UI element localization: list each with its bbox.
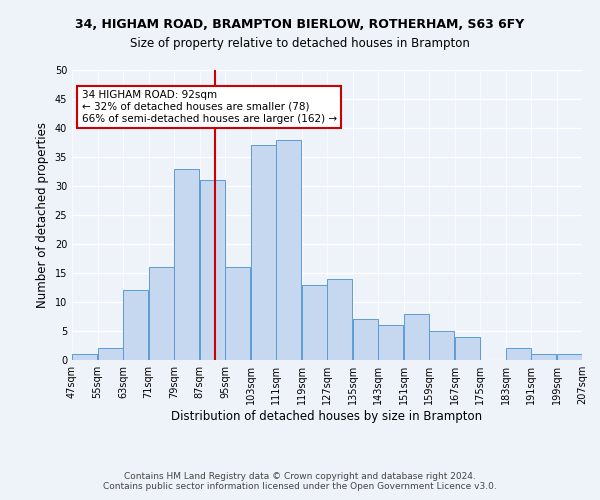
Text: 34, HIGHAM ROAD, BRAMPTON BIERLOW, ROTHERHAM, S63 6FY: 34, HIGHAM ROAD, BRAMPTON BIERLOW, ROTHE… bbox=[76, 18, 524, 30]
Bar bbox=[506, 348, 531, 360]
Text: Size of property relative to detached houses in Brampton: Size of property relative to detached ho… bbox=[130, 38, 470, 51]
Bar bbox=[251, 146, 276, 360]
Bar bbox=[531, 354, 556, 360]
Bar bbox=[404, 314, 429, 360]
Text: Contains HM Land Registry data © Crown copyright and database right 2024.: Contains HM Land Registry data © Crown c… bbox=[124, 472, 476, 481]
Bar bbox=[200, 180, 225, 360]
Bar bbox=[72, 354, 97, 360]
Bar bbox=[429, 331, 454, 360]
Bar bbox=[276, 140, 301, 360]
Bar bbox=[378, 325, 403, 360]
Bar bbox=[327, 279, 352, 360]
Bar bbox=[149, 267, 174, 360]
Y-axis label: Number of detached properties: Number of detached properties bbox=[36, 122, 49, 308]
Bar bbox=[455, 337, 480, 360]
Bar bbox=[123, 290, 148, 360]
Bar bbox=[302, 284, 327, 360]
X-axis label: Distribution of detached houses by size in Brampton: Distribution of detached houses by size … bbox=[172, 410, 482, 423]
Bar bbox=[174, 168, 199, 360]
Text: 34 HIGHAM ROAD: 92sqm
← 32% of detached houses are smaller (78)
66% of semi-deta: 34 HIGHAM ROAD: 92sqm ← 32% of detached … bbox=[82, 90, 337, 124]
Bar bbox=[98, 348, 123, 360]
Bar bbox=[353, 320, 378, 360]
Bar bbox=[225, 267, 250, 360]
Bar bbox=[557, 354, 582, 360]
Text: Contains public sector information licensed under the Open Government Licence v3: Contains public sector information licen… bbox=[103, 482, 497, 491]
